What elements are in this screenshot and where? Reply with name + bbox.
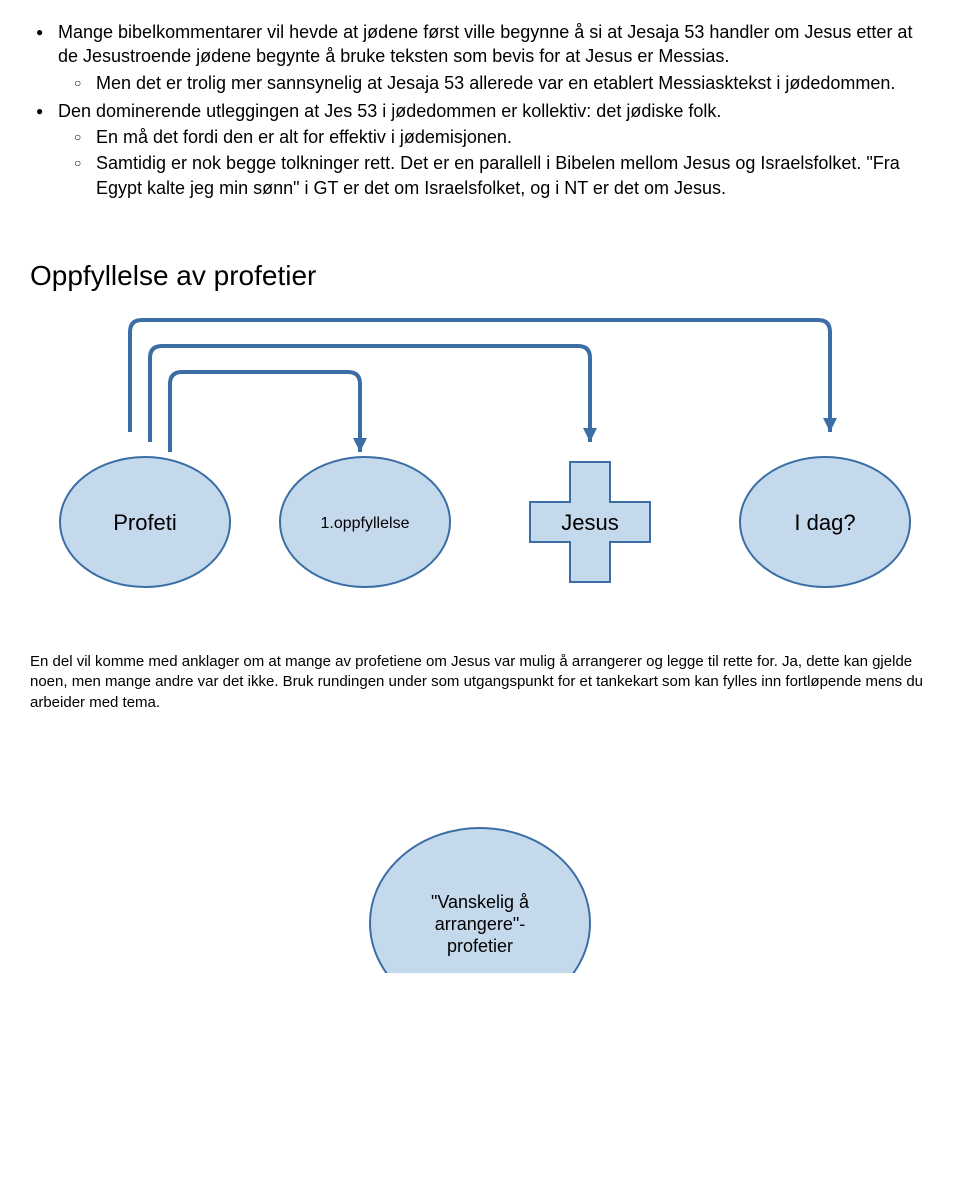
bullet-list: Mange bibelkommentarer vil hevde at jøde… bbox=[30, 20, 930, 200]
idag-label: I dag? bbox=[794, 510, 855, 535]
prophecy-diagram: Profeti 1.oppfyllelse Jesus I dag? bbox=[30, 312, 930, 612]
jesus-label: Jesus bbox=[561, 510, 618, 535]
profeti-label: Profeti bbox=[113, 510, 177, 535]
sub-bullet-text: Men det er trolig mer sannsynelig at Jes… bbox=[96, 73, 895, 93]
sub-bullet-item: Men det er trolig mer sannsynelig at Jes… bbox=[96, 71, 930, 95]
sub-bullet-item: Samtidig er nok begge tolkninger rett. D… bbox=[96, 151, 930, 200]
bullet-text: Mange bibelkommentarer vil hevde at jøde… bbox=[58, 22, 912, 66]
body-paragraph: En del vil komme med anklager om at mang… bbox=[30, 652, 930, 713]
mindmap-label-line1: "Vanskelig å bbox=[431, 892, 530, 912]
mindmap-label-line3: profetier bbox=[447, 936, 513, 956]
section-heading: Oppfyllelse av profetier bbox=[30, 260, 930, 292]
sub-bullet-list: En må det fordi den er alt for effektiv … bbox=[58, 125, 930, 200]
bullet-item: Den dominerende utleggingen at Jes 53 i … bbox=[58, 99, 930, 200]
bullet-text: Den dominerende utleggingen at Jes 53 i … bbox=[58, 101, 721, 121]
sub-bullet-text: Samtidig er nok begge tolkninger rett. D… bbox=[96, 153, 900, 197]
mindmap-label-line2: arrangere"- bbox=[435, 914, 525, 934]
diagram-arrows bbox=[130, 320, 837, 452]
sub-bullet-item: En må det fordi den er alt for effektiv … bbox=[96, 125, 930, 149]
bullet-item: Mange bibelkommentarer vil hevde at jøde… bbox=[58, 20, 930, 95]
sub-bullet-text: En må det fordi den er alt for effektiv … bbox=[96, 127, 512, 147]
sub-bullet-list: Men det er trolig mer sannsynelig at Jes… bbox=[58, 71, 930, 95]
oppfyllelse-label: 1.oppfyllelse bbox=[321, 515, 410, 532]
bottom-circle-diagram: "Vanskelig å arrangere"- profetier bbox=[30, 753, 930, 973]
